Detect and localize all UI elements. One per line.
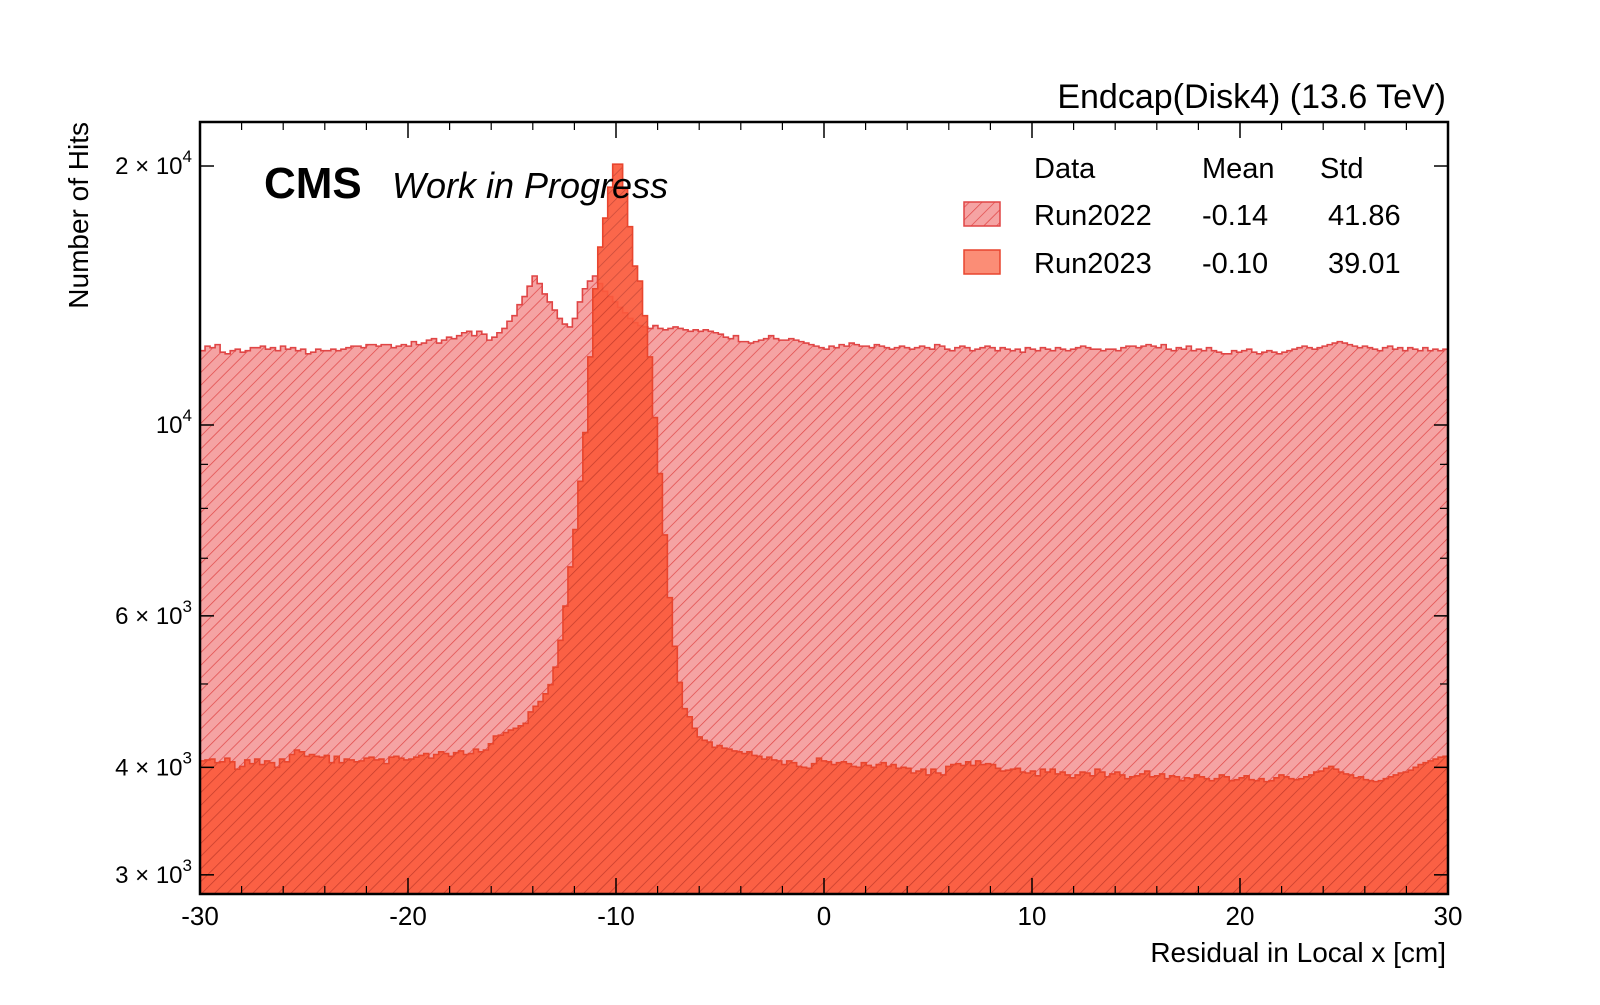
legend-swatch-run2022 [963,201,1001,227]
x-tick-label: -30 [181,901,219,931]
x-tick-label: -20 [389,901,427,931]
legend-swatch-run2023 [963,249,1001,275]
legend-header-mean: Mean [1202,153,1275,185]
x-tick-label: 20 [1226,901,1255,931]
x-axis-label: Residual in Local x [cm] [1150,937,1446,968]
legend-std-run2022: 41.86 [1328,200,1401,232]
x-tick-label: 10 [1018,901,1047,931]
y-tick-label: 104 [156,406,192,439]
y-tick-label: 4 × 103 [115,748,192,781]
x-tick-label: -10 [597,901,635,931]
legend-mean-run2022: -0.14 [1202,200,1268,232]
x-tick-label: 0 [817,901,831,931]
legend-std-run2023: 39.01 [1328,248,1401,280]
y-tick-label: 2 × 104 [115,147,192,180]
legend-header-data: Data [1034,153,1096,185]
series-run2023 [200,163,1448,894]
legend-series-run2022: Run2022 [1034,200,1152,232]
legend-series-run2023: Run2023 [1034,248,1152,280]
legend-header-std: Std [1320,153,1364,185]
y-axis-label: Number of Hits [63,122,94,309]
y-tick-label: 6 × 103 [115,597,192,630]
x-tick-label: 30 [1434,901,1463,931]
y-tick-label: 3 × 103 [115,856,192,889]
legend: Data Mean Std Run2022 -0.14 41.86 Run202… [963,153,1401,280]
chart-title: Endcap(Disk4) (13.6 TeV) [1057,78,1446,116]
status-label: Work in Progress [392,165,668,206]
experiment-label: CMS [264,159,362,208]
legend-mean-run2023: -0.10 [1202,248,1268,280]
